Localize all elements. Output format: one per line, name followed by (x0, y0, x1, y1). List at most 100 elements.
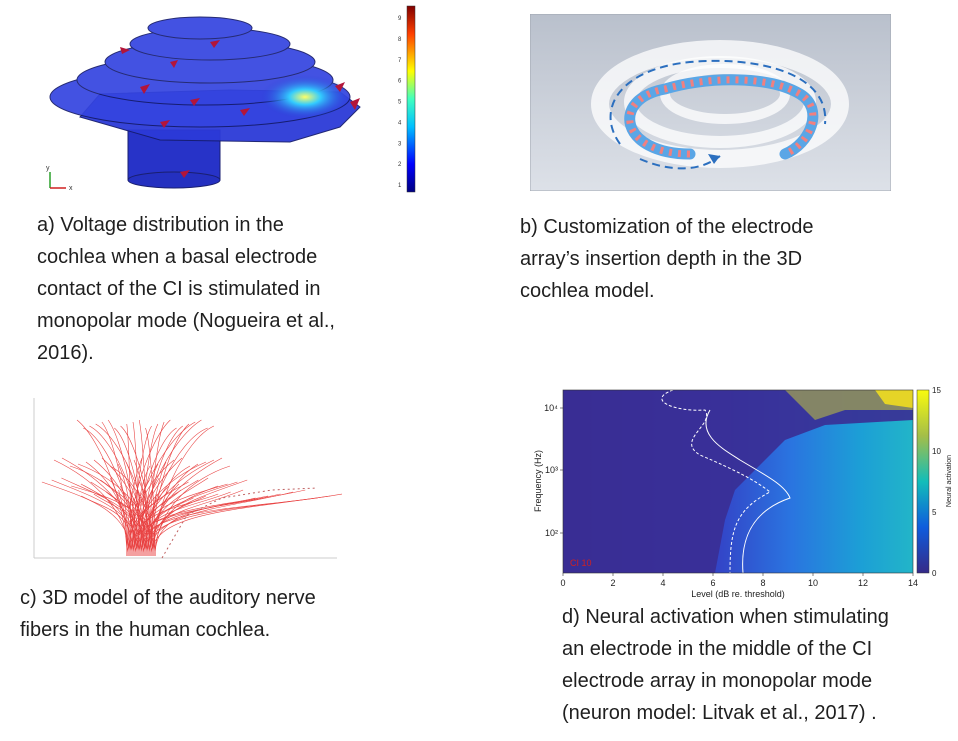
x-tick-label: 8 (760, 578, 765, 588)
colorbar-tick-labels: 0 5 10 15 (932, 386, 941, 578)
nerve-fiber (154, 485, 218, 557)
nerve-fiber (140, 493, 281, 557)
nerve-fiber (148, 491, 293, 557)
nerve-fiber-bundle (41, 419, 342, 557)
electrode-trajectory (161, 487, 318, 559)
voltage-distribution-figure: y x 9 8 7 6 5 4 3 2 1 (46, 5, 416, 193)
caption-d: d) Neural activation when stimulating an… (562, 601, 889, 729)
caption-b-line: b) Customization of the electrode (520, 216, 814, 238)
x-tick-label: 4 (660, 578, 665, 588)
caption-b-line: cochlea model. (520, 280, 655, 302)
voltage-hotspot (260, 75, 350, 119)
caption-a-line: cochlea when a basal electrode (37, 246, 318, 268)
colorbar-tick-label: 15 (932, 386, 941, 395)
x-tick-label: 14 (908, 578, 918, 588)
insertion-depth-inner-arrow (639, 155, 721, 170)
voltage-colorbar-tick: 5 (398, 100, 402, 106)
nerve-fiber (126, 419, 171, 557)
nerve-fiber (154, 465, 231, 557)
nerve-fiber (140, 481, 238, 557)
nerve-fiber (140, 423, 159, 557)
voltage-colorbar-tick: 2 (398, 162, 402, 168)
nerve-fiber (142, 495, 331, 557)
cochlea-turns (49, 16, 351, 128)
caption-d-line: an electrode in the middle of the CI (562, 638, 873, 660)
nerve-fiber (83, 427, 136, 557)
voltage-colorbar-tick: 1 (398, 183, 402, 189)
nerve-fiber (51, 479, 140, 557)
caption-b: b) Customization of the electrode array’… (520, 211, 814, 307)
activation-band (875, 390, 913, 408)
nerve-fiber (132, 483, 228, 557)
caption-d-line: (neuron model: Litvak et al., 2017) . (562, 702, 877, 724)
caption-c-line: fibers in the human cochlea. (20, 619, 271, 641)
x-axis-label: Level (dB re. threshold) (691, 589, 785, 599)
x-tick-label: 2 (610, 578, 615, 588)
activation-colorbar (916, 389, 930, 574)
electrode-insertion-figure (530, 14, 891, 191)
nerve-fiber (138, 459, 215, 557)
nerve-fiber (152, 425, 215, 557)
electrode-array-contacts (626, 76, 817, 158)
nerve-fibers-figure (33, 398, 342, 559)
nerve-fiber (93, 459, 140, 557)
caption-a: a) Voltage distribution in the cochlea w… (37, 209, 335, 369)
colorbar-label: Neural activation (946, 455, 953, 507)
electrode-annotation: CI 10 (570, 558, 592, 568)
svg-text:x: x (69, 185, 73, 192)
electrode-contacts (120, 40, 360, 178)
nerve-fiber (120, 425, 154, 557)
neural-activation-heatmap: CI 10 0 2 4 6 8 10 12 14 10² 10³ 10⁴ Level (dB re… (533, 386, 953, 599)
activation-band (563, 390, 913, 573)
voltage-colorbar-tick: 6 (398, 79, 402, 85)
caption-c-line: c) 3D model of the auditory nerve (20, 587, 316, 609)
voltage-colorbar (406, 5, 416, 193)
caption-a-line: monopolar mode (Nogueira et al., (37, 310, 335, 332)
nerve-fiber (101, 421, 130, 557)
arrow-head (708, 154, 720, 164)
nerve-fiber (130, 461, 207, 557)
y-axis-label: Frequency (Hz) (533, 450, 543, 512)
voltage-colorbar-tick: 7 (398, 58, 402, 64)
nerve-fiber (142, 425, 183, 557)
threshold-contour-solid (705, 409, 791, 574)
voltage-colorbar-tick: 9 (398, 16, 402, 22)
voltage-colorbar-tick: 8 (398, 37, 402, 43)
nerve-fiber (41, 481, 132, 557)
nerve-fiber (132, 495, 269, 557)
caption-b-line: array’s insertion depth in the 3D (520, 248, 803, 270)
voltage-colorbar-ticks: 9 8 7 6 5 4 3 2 1 (398, 16, 402, 189)
svg-text:y: y (46, 165, 50, 172)
y-tick-label: 10³ (545, 465, 558, 475)
caption-a-line: 2016). (37, 342, 94, 364)
nerve-fiber (146, 457, 223, 557)
x-tick-label: 6 (710, 578, 715, 588)
caption-a-line: a) Voltage distribution in the (37, 214, 284, 236)
voltage-colorbar-tick: 4 (398, 120, 402, 126)
voltage-colorbar-tick: 3 (398, 141, 402, 147)
y-tick-label: 10² (545, 528, 558, 538)
caption-c: c) 3D model of the auditory nerve fibers… (20, 582, 316, 646)
nerve-fiber (144, 427, 208, 557)
nerve-fiber (150, 493, 342, 557)
nerve-fiber (138, 491, 231, 557)
insertion-depth-outer-arrow (609, 59, 827, 145)
nerve-fiber (110, 477, 128, 557)
axes-triad: y x (46, 165, 73, 192)
caption-a-line: contact of the CI is stimulated in (37, 278, 321, 300)
nerve-fiber (148, 479, 248, 557)
caption-d-line: electrode array in monopolar mode (562, 670, 873, 692)
caption-d-line: d) Neural activation when stimulating (562, 606, 889, 628)
colorbar-tick-label: 10 (932, 447, 941, 456)
nerve-fiber (128, 421, 196, 557)
colorbar-tick-label: 5 (932, 508, 937, 517)
nerve-fiber (136, 419, 202, 557)
nerve-fiber (132, 425, 152, 557)
x-tick-label: 10 (808, 578, 818, 588)
y-tick-labels: 10² 10³ 10⁴ (544, 403, 563, 538)
nerve-fiber (126, 423, 132, 557)
x-tick-label: 12 (858, 578, 868, 588)
nerve-fiber (132, 421, 140, 557)
y-tick-label: 10⁴ (544, 403, 558, 413)
nerve-fiber (126, 489, 306, 557)
